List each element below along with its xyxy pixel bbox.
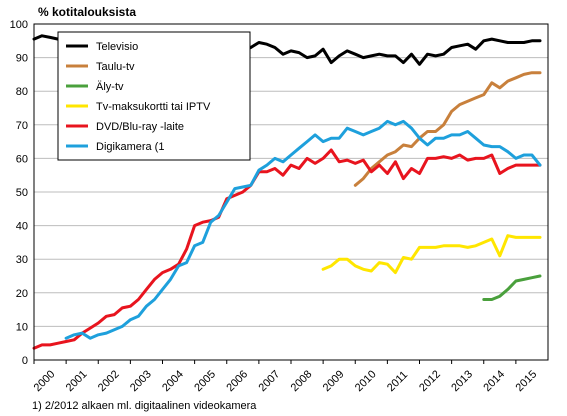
series-line xyxy=(64,119,542,340)
x-tick-label: 2001 xyxy=(64,368,90,394)
y-tick-label: 30 xyxy=(16,254,28,266)
x-tick-label: 2010 xyxy=(353,368,379,394)
x-tick-label: 2002 xyxy=(96,368,122,394)
y-tick-label: 0 xyxy=(22,355,28,367)
y-tick-label: 40 xyxy=(16,221,28,233)
y-tick-label: 90 xyxy=(16,53,28,65)
x-tick-label: 2013 xyxy=(449,368,475,394)
series-line xyxy=(32,148,542,350)
legend-label: Äly-tv xyxy=(96,81,124,93)
x-tick-label: 2012 xyxy=(417,368,443,394)
x-tick-label: 2011 xyxy=(385,369,410,394)
y-tick-label: 80 xyxy=(16,86,28,98)
x-tick-label: 2008 xyxy=(289,368,315,394)
legend-label: DVD/Blu-ray -laite xyxy=(96,121,184,133)
y-tick-label: 50 xyxy=(16,187,28,199)
y-axis-ticks: 0 10 20 30 40 50 60 70 80 90 100 xyxy=(10,19,28,367)
series-lines xyxy=(32,34,542,350)
legend: Televisio Taulu-tv Äly-tv Tv-maksukortti ta… xyxy=(57,31,251,161)
series-line xyxy=(482,274,542,301)
x-tick-label: 2000 xyxy=(32,368,58,394)
legend-label: Tv-maksukortti tai IPTV xyxy=(96,101,211,113)
y-tick-label: 70 xyxy=(16,120,28,132)
x-axis-ticks: 2000 2001 2002 2003 2004 2005 2006 2007 2008 2009… xyxy=(32,360,540,394)
y-tick-label: 100 xyxy=(10,19,28,31)
x-tick-label: 2004 xyxy=(160,368,186,394)
chart-title: % kotitalouksista xyxy=(38,5,136,19)
x-tick-label: 2014 xyxy=(481,368,507,394)
series-line xyxy=(321,234,542,275)
x-tick-label: 2005 xyxy=(192,368,218,394)
legend-label: Televisio xyxy=(96,41,138,53)
legend-box xyxy=(57,31,251,161)
legend-label: Taulu-tv xyxy=(96,61,135,73)
x-tick-label: 2006 xyxy=(224,368,250,394)
legend-label: Digikamera (1 xyxy=(96,141,164,153)
y-tick-label: 10 xyxy=(16,321,28,333)
y-tick-label: 20 xyxy=(16,288,28,300)
y-tick-label: 60 xyxy=(16,153,28,165)
series-line xyxy=(353,71,542,187)
x-tick-label: 2003 xyxy=(128,368,154,394)
x-tick-label: 2009 xyxy=(321,368,347,394)
x-tick-label: 2007 xyxy=(257,368,283,394)
x-tick-label: 2015 xyxy=(514,368,540,394)
chart-footnote: 1) 2/2012 alkaen ml. digitaalinen videok… xyxy=(32,400,257,412)
